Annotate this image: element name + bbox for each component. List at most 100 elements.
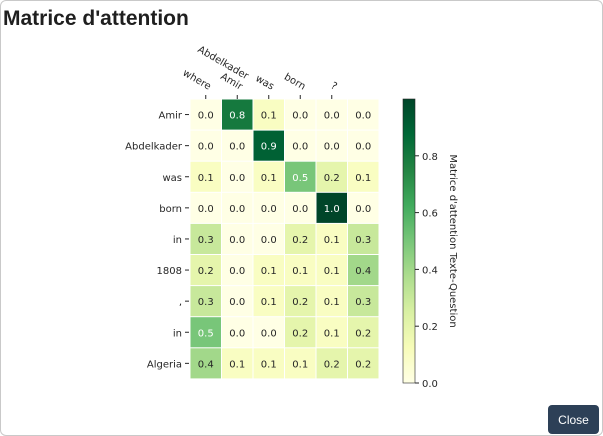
- cell-value-label: 0.2: [198, 266, 214, 277]
- y-axis-labels: Amir Abdelkader was born in 1808, in Algeria: [125, 111, 189, 370]
- cell-value-label: 0.2: [292, 328, 308, 339]
- heatmap-cell: [348, 348, 379, 379]
- cell-value-label: 0.0: [229, 297, 245, 308]
- x-tick-label: was: [253, 73, 275, 92]
- heatmap-cell: [222, 130, 253, 161]
- modal-title: Matrice d'attention: [3, 7, 189, 30]
- heatmap-cell: [253, 348, 284, 379]
- cell-value-label: 0.2: [324, 359, 340, 370]
- heatmap-cell: [316, 223, 347, 254]
- heatmap-cell: [348, 317, 379, 348]
- x-tick-label: ?: [329, 80, 339, 92]
- colorbar-gradient: [402, 98, 416, 384]
- heatmap-cell: [222, 223, 253, 254]
- heatmap-cell: [348, 286, 379, 317]
- heatmap-cell: [253, 161, 284, 192]
- heatmap-cell: [316, 192, 347, 223]
- cell-value-label: 0.0: [261, 328, 277, 339]
- heatmap-cell: [316, 255, 347, 286]
- heatmap-cell: [222, 317, 253, 348]
- heatmap-cell: [316, 348, 347, 379]
- cell-value-label: 0.0: [324, 111, 340, 122]
- heatmap-cell: [222, 161, 253, 192]
- heatmap-cell: [222, 192, 253, 223]
- heatmap-cell: [253, 255, 284, 286]
- heatmap-cell: [253, 223, 284, 254]
- cell-value-label: 0.2: [292, 235, 308, 246]
- cell-value-label: 0.1: [324, 235, 340, 246]
- colorbar-tick-label: 0.0: [422, 379, 438, 390]
- cell-value-label: 0.0: [355, 204, 371, 215]
- heatmap-cell: [285, 348, 316, 379]
- cell-value-label: 0.1: [261, 173, 277, 184]
- heatmap-cell: [316, 161, 347, 192]
- x-tick-label-line: was: [253, 73, 275, 92]
- cell-value-label: 0.5: [198, 328, 214, 339]
- heatmap-cell: [285, 317, 316, 348]
- heatmap-cell: [253, 99, 284, 130]
- y-tick-label: 1808: [157, 266, 182, 277]
- heatmap-cell: [253, 317, 284, 348]
- y-tick-label: in: [173, 328, 182, 339]
- cell-value-label: 0.0: [292, 142, 308, 153]
- cell-value-label: 0.2: [355, 328, 371, 339]
- cell-value-label: 0.1: [324, 328, 340, 339]
- cell-value-label: 0.0: [198, 142, 214, 153]
- cell-value-label: 0.1: [324, 266, 340, 277]
- x-tick-label: where: [181, 68, 213, 93]
- heatmap-cell: [316, 317, 347, 348]
- cell-value-label: 0.0: [355, 142, 371, 153]
- cell-value-label: 0.2: [292, 297, 308, 308]
- cell-value-label: 0.0: [292, 204, 308, 215]
- heatmap-cell: [190, 99, 221, 130]
- heatmap-cell: [285, 223, 316, 254]
- colorbar-tick-label: 0.4: [422, 265, 438, 276]
- cell-value-label: 0.1: [261, 359, 277, 370]
- heatmap-cell: [285, 286, 316, 317]
- heatmap-cell: [190, 317, 221, 348]
- cell-value-label: 0.0: [292, 111, 308, 122]
- heatmap-cell: [285, 130, 316, 161]
- colorbar-label: Matrice d'attention Texte-Question: [447, 154, 458, 327]
- y-tick-label: Amir: [159, 111, 183, 122]
- cell-value-label: 0.0: [198, 111, 214, 122]
- cell-value-label: 0.0: [229, 328, 245, 339]
- y-tick-label: Abdelkader: [125, 142, 183, 153]
- cell-value-label: 0.5: [292, 173, 308, 184]
- cell-value-label: 0.1: [229, 359, 245, 370]
- cell-value-label: 0.4: [198, 359, 214, 370]
- heatmap-cell: [190, 255, 221, 286]
- heatmap-cell: [285, 192, 316, 223]
- cell-value-label: 0.0: [198, 204, 214, 215]
- y-tick-label: born: [159, 204, 182, 215]
- heatmap-cells: 0.0 0.8 0.1 0.0 0.0 0.0 0.0 0.0 0.9 0.0 0.0 0.0 0.1 0…: [190, 99, 379, 379]
- heatmap-cell: [348, 161, 379, 192]
- attention-heatmap: 0.0 0.8 0.1 0.0 0.0 0.0 0.0 0.0 0.9 0.0 0.0 0.0 0.1 0…: [125, 44, 458, 390]
- cell-value-label: 0.0: [229, 266, 245, 277]
- heatmap-cell: [253, 286, 284, 317]
- x-tick-label-line: where: [181, 68, 213, 93]
- cell-value-label: 0.0: [229, 235, 245, 246]
- cell-value-label: 0.0: [229, 173, 245, 184]
- close-button[interactable]: Close: [548, 405, 599, 434]
- heatmap-cell: [222, 286, 253, 317]
- heatmap-cell: [222, 255, 253, 286]
- x-tick-label-line: ?: [329, 80, 339, 92]
- cell-value-label: 0.2: [355, 359, 371, 370]
- heatmap-cell: [190, 286, 221, 317]
- y-tick-label: Algeria: [147, 359, 182, 370]
- cell-value-label: 0.1: [324, 297, 340, 308]
- heatmap-cell: [316, 286, 347, 317]
- cell-value-label: 0.0: [229, 142, 245, 153]
- colorbar-tick-label: 0.8: [422, 152, 438, 163]
- cell-value-label: 0.0: [355, 111, 371, 122]
- heatmap-cell: [222, 348, 253, 379]
- heatmap-cell: [253, 192, 284, 223]
- heatmap-cell: [190, 348, 221, 379]
- x-tick-label-line: born: [282, 72, 307, 93]
- heatmap-cell: [316, 130, 347, 161]
- colorbar-tick-label: 0.2: [422, 322, 438, 333]
- heatmap-cell: [253, 130, 284, 161]
